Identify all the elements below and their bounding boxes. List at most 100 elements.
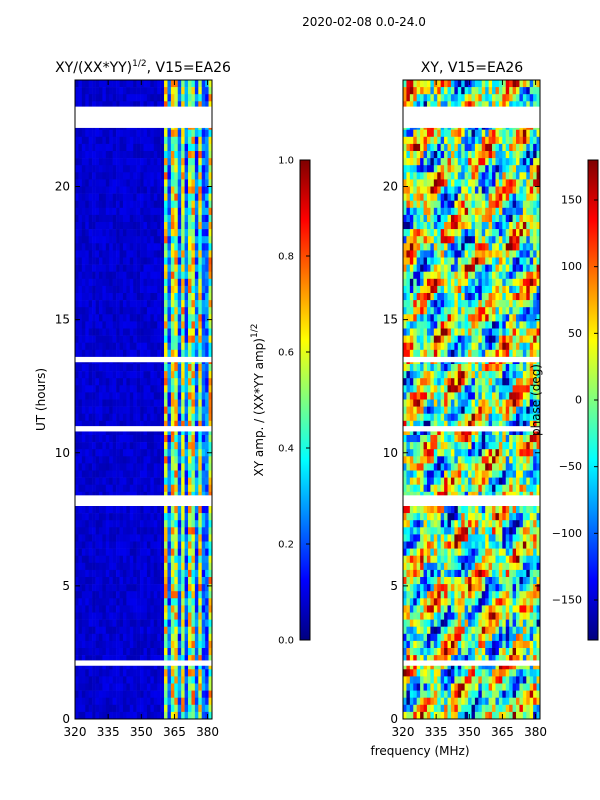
heatmap-cell [406,300,411,308]
heatmap-cell [160,484,165,493]
heatmap-cell [85,562,89,571]
heatmap-cell [98,293,103,301]
heatmap-cell [444,236,448,244]
heatmap-cell [98,314,103,322]
heatmap-cell [133,278,137,287]
heatmap-cell [160,364,165,372]
heatmap-cell [129,420,134,429]
heatmap-cell [140,151,144,159]
heatmap-cell [119,520,124,528]
heatmap-cell [194,186,199,194]
heatmap-cell [191,697,196,706]
heatmap-cell [205,655,209,663]
heatmap-cell [160,477,165,485]
heatmap-cell [174,335,179,343]
heatmap-cell [119,186,124,194]
heatmap-cell [109,200,113,209]
heatmap-cell [403,101,407,109]
heatmap-cell [126,94,131,102]
heatmap-cell [85,477,89,485]
heatmap-cell [194,506,199,514]
heatmap-cell [526,229,531,237]
heatmap-cell [136,577,141,585]
heatmap-cell [464,101,469,109]
heatmap-cell [116,335,120,343]
heatmap-cell [533,257,537,265]
heatmap-cell [153,143,158,152]
heatmap-cell [188,143,192,152]
heatmap-cell [143,662,148,670]
heatmap-cell [450,293,455,301]
heatmap-cell [112,648,117,656]
heatmap-cell [413,257,417,265]
heatmap-cell [485,193,489,201]
heatmap-cell [129,158,134,166]
heatmap-cell [188,399,192,407]
heatmap-cell [194,335,199,343]
heatmap-cell [157,186,161,194]
heatmap-cell [92,690,96,698]
heatmap-cell [109,484,113,493]
heatmap-cell [153,342,158,351]
heatmap-cell [78,151,83,159]
heatmap-cell [474,293,479,301]
heatmap-cell [88,569,93,578]
heatmap-cell [194,257,199,265]
heatmap-cell [153,300,158,308]
heatmap-cell [177,101,182,109]
heatmap-cell [160,136,165,145]
heatmap-cell [92,420,96,429]
heatmap-cell [536,300,541,308]
heatmap-cell [143,80,148,88]
heatmap-cell [119,569,124,578]
heatmap-cell [85,328,89,336]
heatmap-cell [447,229,452,237]
heatmap-cell [150,697,155,706]
heatmap-cell [430,222,435,230]
heatmap-cell [423,151,428,159]
heatmap-cell [109,271,113,280]
heatmap-cell [416,136,421,145]
heatmap-cell [426,186,431,194]
heatmap-cell [488,271,493,280]
heatmap-cell [160,94,165,102]
heatmap-cell [191,129,196,138]
heatmap-cell [92,598,96,606]
heatmap-cell [75,690,79,698]
heatmap-cell [177,704,182,713]
heatmap-cell [474,165,479,173]
heatmap-cell [426,250,431,258]
heatmap-cell [140,676,144,684]
x-tick-label: 380 [196,725,219,739]
heatmap-cell [129,555,134,564]
heatmap-cell [416,101,421,109]
heatmap-cell [122,633,127,642]
heatmap-cell [116,136,120,145]
heatmap-cell [153,626,158,635]
heatmap-cell [519,136,524,145]
heatmap-cell [440,264,445,272]
heatmap-cell [409,200,414,209]
heatmap-cell [188,136,192,145]
heatmap-cell [522,193,527,201]
heatmap-cell [474,236,479,244]
heatmap-cell [109,541,113,549]
heatmap-cell [512,264,517,272]
heatmap-cell [102,470,107,478]
heatmap-cell [198,640,203,649]
heatmap-cell [75,640,79,649]
y-tick-label: 20 [55,180,70,194]
heatmap-cell [95,222,100,230]
heatmap-cell [208,626,213,635]
heatmap-cell [170,676,175,684]
heatmap-cell [116,569,120,578]
heatmap-cell [105,278,110,287]
heatmap-cell [153,321,158,329]
heatmap-cell [194,94,199,102]
heatmap-cell [495,172,500,180]
heatmap-cell [188,328,192,336]
heatmap-cell [129,179,134,187]
heatmap-cell [95,704,100,713]
heatmap-cell [160,598,165,606]
heatmap-cell [95,236,100,244]
